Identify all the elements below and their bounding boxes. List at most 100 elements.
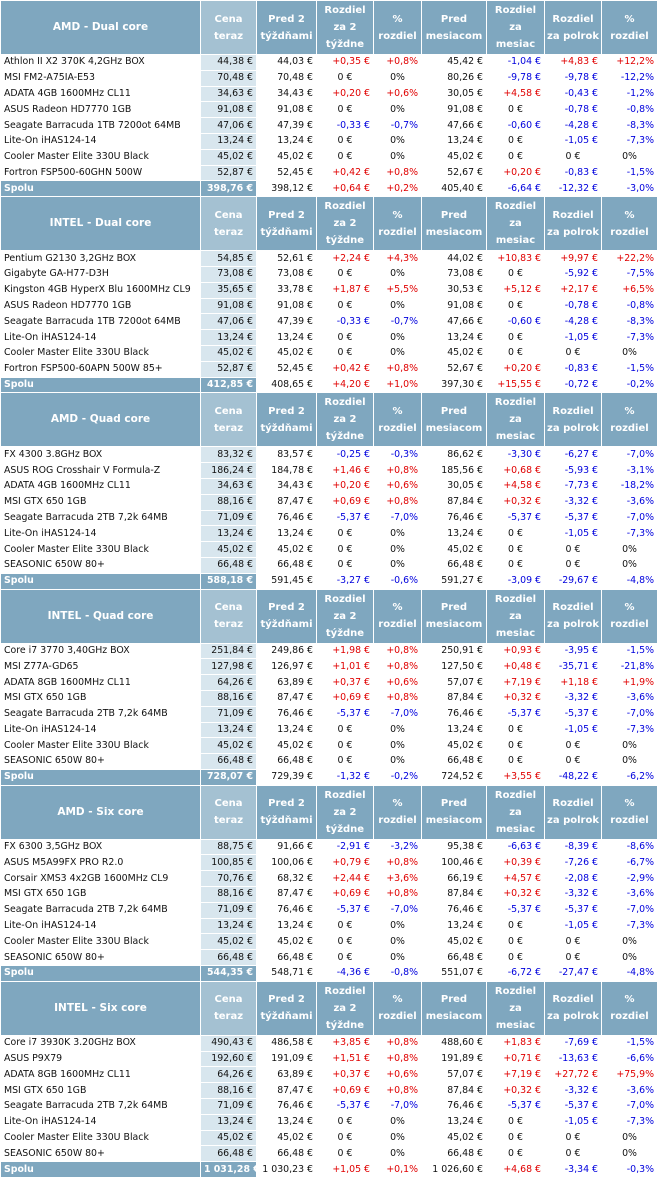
diff-two-weeks: +0,20 € xyxy=(317,478,374,494)
header-month-ago: Pred mesiacom xyxy=(422,785,487,839)
price-month-ago: 52,67 € xyxy=(422,165,487,181)
product-name: ADATA 8GB 1600MHz CL11 xyxy=(1,675,201,691)
table-row: SEASONIC 650W 80+66,48 €66,48 €0 €0%66,4… xyxy=(1,1146,657,1162)
price-now: 44,38 € xyxy=(201,55,257,71)
pct-two-weeks: +0,8% xyxy=(374,463,422,479)
diff-half: -7,73 € xyxy=(545,478,602,494)
diff-half: -5,92 € xyxy=(545,266,602,282)
price-two-weeks: 66,48 € xyxy=(257,1146,317,1162)
diff-half: 0 € xyxy=(545,934,602,950)
price-now: 45,02 € xyxy=(201,738,257,754)
price-now: 88,16 € xyxy=(201,887,257,903)
product-name: Lite-On iHAS124-14 xyxy=(1,133,201,149)
pct-two-weeks: +0,8% xyxy=(374,165,422,181)
total-pct-two-weeks: +1,0% xyxy=(374,377,422,393)
diff-two-weeks: +0,69 € xyxy=(317,494,374,510)
product-name: Core i7 3930K 3.20GHz BOX xyxy=(1,1035,201,1051)
price-month-ago: 47,66 € xyxy=(422,314,487,330)
product-name: ADATA 8GB 1600MHz CL11 xyxy=(1,1067,201,1083)
diff-two-weeks: +0,69 € xyxy=(317,690,374,706)
diff-month: 0 € xyxy=(487,754,545,770)
diff-half: -13,63 € xyxy=(545,1051,602,1067)
diff-month: +0,68 € xyxy=(487,463,545,479)
header-pct-two-weeks: % rozdiel xyxy=(374,393,422,447)
price-now: 45,02 € xyxy=(201,934,257,950)
price-now: 71,09 € xyxy=(201,902,257,918)
diff-month: +4,57 € xyxy=(487,871,545,887)
pct-two-weeks: 0% xyxy=(374,918,422,934)
diff-month: +0,32 € xyxy=(487,494,545,510)
price-two-weeks: 13,24 € xyxy=(257,526,317,542)
pct-half: -3,6% xyxy=(602,887,657,903)
diff-two-weeks: +0,20 € xyxy=(317,86,374,102)
price-month-ago: 13,24 € xyxy=(422,330,487,346)
product-name: Fortron FSP500-60APN 500W 85+ xyxy=(1,361,201,377)
header-diff-two-weeks: Rozdiel za 2 týždne xyxy=(317,1,374,55)
diff-half: -5,93 € xyxy=(545,463,602,479)
price-now: 88,16 € xyxy=(201,1083,257,1099)
diff-month: 0 € xyxy=(487,557,545,573)
diff-two-weeks: 0 € xyxy=(317,330,374,346)
total-diff-month: +4,68 € xyxy=(487,1162,545,1178)
price-now: 251,84 € xyxy=(201,643,257,659)
diff-half: -4,28 € xyxy=(545,118,602,134)
price-two-weeks: 13,24 € xyxy=(257,330,317,346)
total-diff-half: -27,47 € xyxy=(545,966,602,982)
price-now: 13,24 € xyxy=(201,330,257,346)
product-name: Lite-On iHAS124-14 xyxy=(1,1114,201,1130)
header-diff-month: Rozdiel za mesiac xyxy=(487,981,545,1035)
header-diff-month: Rozdiel za mesiac xyxy=(487,1,545,55)
diff-month: -5,37 € xyxy=(487,1099,545,1115)
header-diff-month: Rozdiel za mesiac xyxy=(487,785,545,839)
diff-month: 0 € xyxy=(487,542,545,558)
product-name: MSI GTX 650 1GB xyxy=(1,887,201,903)
product-name: Lite-On iHAS124-14 xyxy=(1,722,201,738)
price-month-ago: 13,24 € xyxy=(422,918,487,934)
diff-month: +0,71 € xyxy=(487,1051,545,1067)
pct-half: -7,0% xyxy=(602,447,657,463)
diff-two-weeks: 0 € xyxy=(317,266,374,282)
diff-month: +0,20 € xyxy=(487,165,545,181)
total-diff-two-weeks: +1,05 € xyxy=(317,1162,374,1178)
diff-half: 0 € xyxy=(545,542,602,558)
header-pct-half: % rozdiel xyxy=(602,785,657,839)
header-price-now: Cena teraz xyxy=(201,589,257,643)
table-row: SEASONIC 650W 80+66,48 €66,48 €0 €0%66,4… xyxy=(1,950,657,966)
price-two-weeks: 68,32 € xyxy=(257,871,317,887)
diff-month: +0,39 € xyxy=(487,855,545,871)
product-name: Cooler Master Elite 330U Black xyxy=(1,738,201,754)
pct-half: 0% xyxy=(602,149,657,165)
total-diff-half: -12,32 € xyxy=(545,181,602,197)
product-name: Cooler Master Elite 330U Black xyxy=(1,934,201,950)
price-now: 34,63 € xyxy=(201,86,257,102)
diff-two-weeks: 0 € xyxy=(317,1146,374,1162)
pct-half: -7,0% xyxy=(602,510,657,526)
product-name: ASUS M5A99FX PRO R2.0 xyxy=(1,855,201,871)
pct-half: -3,1% xyxy=(602,463,657,479)
header-two-weeks: Pred 2 týždňami xyxy=(257,197,317,251)
diff-month: 0 € xyxy=(487,526,545,542)
product-name: Cooler Master Elite 330U Black xyxy=(1,149,201,165)
diff-two-weeks: 0 € xyxy=(317,934,374,950)
pct-half: +1,9% xyxy=(602,675,657,691)
diff-month: +0,32 € xyxy=(487,690,545,706)
total-price-month-ago: 1 026,60 € xyxy=(422,1162,487,1178)
price-now: 100,85 € xyxy=(201,855,257,871)
price-now: 71,09 € xyxy=(201,1099,257,1115)
diff-month: 0 € xyxy=(487,149,545,165)
price-month-ago: 100,46 € xyxy=(422,855,487,871)
price-now: 71,09 € xyxy=(201,706,257,722)
price-now: 66,48 € xyxy=(201,754,257,770)
header-price-now: Cena teraz xyxy=(201,981,257,1035)
price-now: 91,08 € xyxy=(201,298,257,314)
price-month-ago: 87,84 € xyxy=(422,690,487,706)
